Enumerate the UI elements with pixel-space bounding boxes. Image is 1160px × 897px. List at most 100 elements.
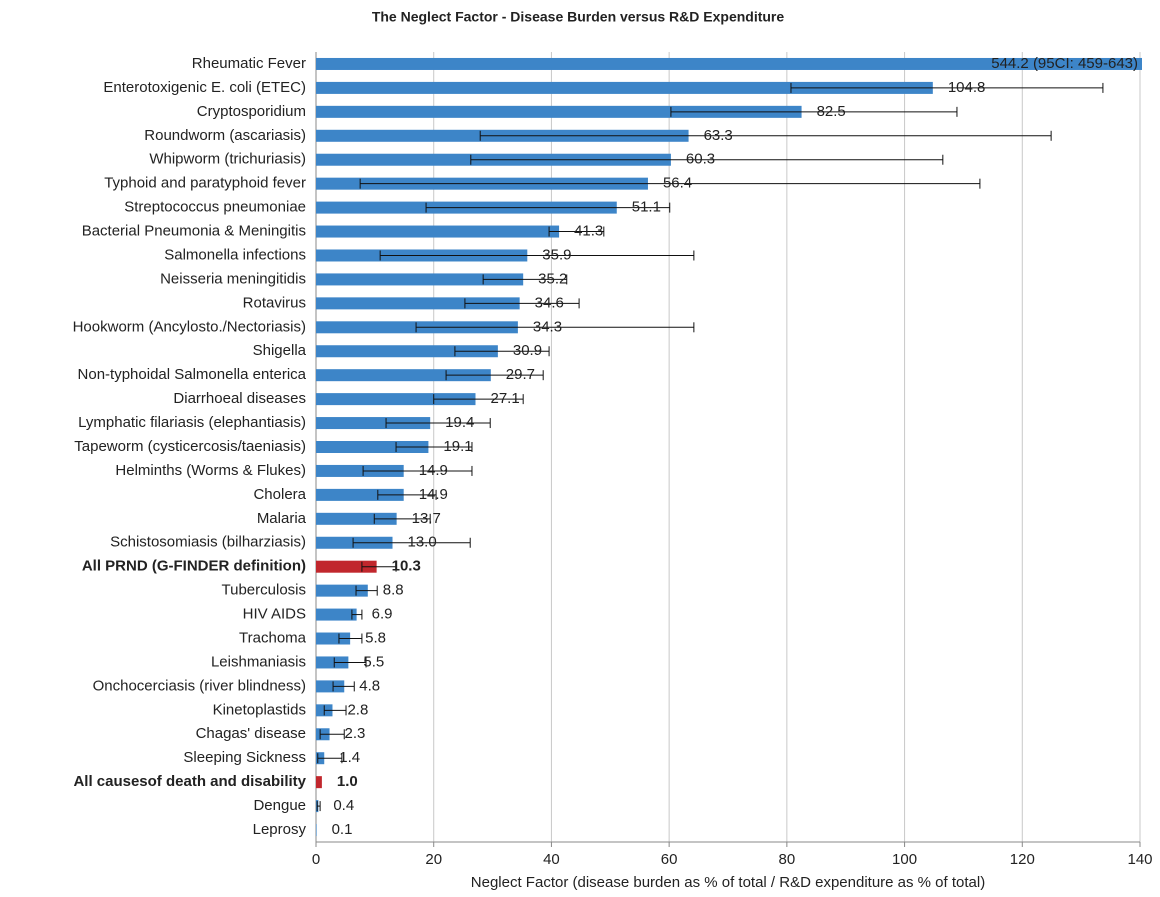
y-tick-label: Tuberculosis xyxy=(222,582,306,599)
data-label: 82.5 xyxy=(817,103,846,120)
error-bar xyxy=(479,130,1052,141)
y-tick-label: Tapeworm (cysticercosis/taeniasis) xyxy=(74,438,306,455)
y-tick-label: Rheumatic Fever xyxy=(192,55,306,72)
bar xyxy=(316,225,560,238)
error-bar xyxy=(352,537,471,548)
bar xyxy=(316,105,802,118)
error-bar xyxy=(377,489,437,500)
error-bar xyxy=(317,753,343,764)
data-label: 13.7 xyxy=(412,510,441,527)
y-tick-label: Schistosomiasis (bilharziasis) xyxy=(110,534,306,551)
y-tick-label: All causesof death and disability xyxy=(73,773,306,790)
data-label: 8.8 xyxy=(383,582,404,599)
bar xyxy=(316,57,1142,70)
data-label: 13.0 xyxy=(408,534,437,551)
data-label: 41.3 xyxy=(574,223,603,240)
data-label: 34.3 xyxy=(533,318,562,335)
y-tick-label: All PRND (G-FINDER definition) xyxy=(82,558,306,575)
data-label: 56.4 xyxy=(663,175,692,192)
error-bar xyxy=(362,465,473,476)
data-label: 14.9 xyxy=(419,462,448,479)
data-label: 63.3 xyxy=(704,127,733,144)
error-bar xyxy=(351,609,363,620)
error-bar xyxy=(464,298,580,309)
x-tick-label: 120 xyxy=(1010,851,1035,868)
error-bar xyxy=(316,801,321,812)
error-bar xyxy=(373,513,431,524)
y-tick-label: Diarrhoeal diseases xyxy=(173,390,306,407)
data-label: 4.8 xyxy=(359,677,380,694)
error-bar xyxy=(670,106,958,117)
y-tick-label: Whipworm (trichuriasis) xyxy=(149,151,306,168)
data-label: 104.8 xyxy=(948,79,986,96)
y-tick-label: Chagas' disease xyxy=(196,725,306,742)
error-bar xyxy=(395,442,473,452)
y-tick-label: HIV AIDS xyxy=(243,606,306,623)
y-tick-label: Bacterial Pneumonia & Meningitis xyxy=(82,223,306,240)
error-bar xyxy=(319,729,345,740)
error-bar xyxy=(359,178,981,189)
data-label: 1.4 xyxy=(339,749,360,766)
error-bar xyxy=(433,394,524,405)
bar xyxy=(316,297,520,310)
y-tick-label: Neisseria meningitidis xyxy=(160,270,306,287)
y-tick-label: Streptococcus pneumoniae xyxy=(124,199,306,216)
error-bar xyxy=(379,250,695,261)
data-label: 51.1 xyxy=(632,199,661,216)
y-tick-label: Cholera xyxy=(253,486,306,503)
data-label: 14.9 xyxy=(419,486,448,503)
y-tick-label: Cryptosporidium xyxy=(197,103,306,120)
error-bar xyxy=(333,657,367,668)
bar xyxy=(316,369,491,382)
data-label: 60.3 xyxy=(686,151,715,168)
plot-area xyxy=(316,57,1142,837)
bar xyxy=(316,417,431,430)
data-label: 2.8 xyxy=(347,701,368,718)
bar xyxy=(316,776,322,789)
error-bar xyxy=(454,346,550,357)
y-tick-label: Typhoid and paratyphoid fever xyxy=(104,175,306,192)
error-bar xyxy=(323,705,347,716)
error-bar xyxy=(548,226,605,237)
x-tick-label: 40 xyxy=(543,851,560,868)
y-tick-label: Shigella xyxy=(253,342,307,359)
bar xyxy=(316,273,524,286)
data-label: 27.1 xyxy=(491,390,520,407)
x-tick-label: 100 xyxy=(892,851,917,868)
error-bar xyxy=(790,82,1104,93)
y-tick-label: Malaria xyxy=(257,510,307,527)
error-bar xyxy=(470,154,944,165)
data-label: 29.7 xyxy=(506,366,535,383)
data-label: 34.6 xyxy=(535,294,564,311)
bar xyxy=(316,488,404,501)
x-tick-label: 20 xyxy=(425,851,442,868)
bar xyxy=(316,441,429,453)
bar xyxy=(316,81,933,94)
chart-title: The Neglect Factor - Disease Burden vers… xyxy=(372,9,785,25)
error-bar xyxy=(445,370,544,381)
x-tick-label: 80 xyxy=(779,851,796,868)
data-label: 10.3 xyxy=(392,558,421,575)
error-bar xyxy=(425,202,671,213)
bar xyxy=(316,680,345,693)
y-tick-label: Sleeping Sickness xyxy=(183,749,306,766)
data-label: 1.0 xyxy=(337,773,358,790)
y-tick-label: Helminths (Worms & Flukes) xyxy=(115,462,306,479)
data-label: 2.3 xyxy=(345,725,366,742)
bar xyxy=(316,464,404,477)
data-label: 19.1 xyxy=(443,438,472,455)
bar xyxy=(316,632,351,645)
y-tick-label: Rotavirus xyxy=(243,294,306,311)
error-bar xyxy=(338,633,363,644)
x-tick-label: 0 xyxy=(312,851,320,868)
y-tick-label: Salmonella infections xyxy=(164,246,306,263)
data-label: 5.8 xyxy=(365,629,386,646)
y-tick-label: Leishmaniasis xyxy=(211,653,306,670)
y-tick-label: Onchocerciasis (river blindness) xyxy=(93,677,306,694)
data-label: 544.2 (95CI: 459-643) xyxy=(991,55,1138,72)
y-tick-label: Non-typhoidal Salmonella enterica xyxy=(78,366,307,383)
y-tick-label: Enterotoxigenic E. coli (ETEC) xyxy=(103,79,306,96)
bar xyxy=(316,656,349,669)
x-axis-label: Neglect Factor (disease burden as % of t… xyxy=(471,874,985,891)
